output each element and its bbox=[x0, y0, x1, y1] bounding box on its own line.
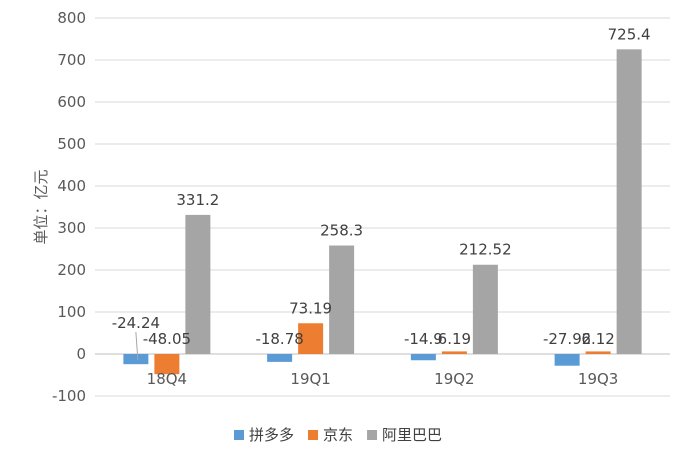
bar bbox=[123, 354, 149, 365]
data-label: 212.52 bbox=[459, 241, 512, 259]
y-tick-label: 600 bbox=[57, 93, 86, 111]
legend-label: 阿里巴巴 bbox=[382, 426, 442, 444]
data-label: -48.05 bbox=[143, 330, 191, 348]
x-category-label: 19Q2 bbox=[434, 370, 474, 388]
bar bbox=[185, 214, 211, 354]
y-axis-ticks: -100 0 100 200 300 400 500 600 700 800 bbox=[52, 9, 86, 405]
x-category-label: 18Q4 bbox=[147, 370, 187, 388]
bar bbox=[329, 245, 355, 354]
y-tick-label: -100 bbox=[52, 387, 86, 405]
data-label: 73.19 bbox=[289, 299, 332, 317]
legend: 拼多多 京东 阿里巴巴 bbox=[234, 426, 442, 444]
legend-swatch bbox=[367, 430, 378, 440]
legend-swatch bbox=[234, 430, 244, 440]
legend-label: 拼多多 bbox=[249, 426, 294, 444]
bar bbox=[441, 351, 467, 354]
y-tick-label: 400 bbox=[57, 177, 86, 195]
data-label: 331.2 bbox=[176, 191, 219, 209]
y-tick-label: 500 bbox=[57, 135, 86, 153]
y-tick-label: 100 bbox=[57, 303, 86, 321]
y-axis-title: 单位：亿元 bbox=[32, 169, 50, 244]
data-label: -18.78 bbox=[255, 330, 303, 348]
x-axis-categories: 18Q4 19Q1 19Q2 19Q3 bbox=[147, 370, 619, 388]
data-label: -24.24 bbox=[112, 314, 160, 332]
data-label: 258.3 bbox=[320, 222, 363, 240]
bar bbox=[410, 354, 436, 361]
y-tick-label: 800 bbox=[57, 9, 86, 27]
bar bbox=[554, 354, 580, 366]
data-labels: -24.24-48.05331.2-18.7873.19258.3-14.96.… bbox=[112, 25, 651, 361]
y-tick-label: 0 bbox=[76, 345, 86, 363]
bars bbox=[123, 49, 642, 375]
bar bbox=[585, 351, 611, 354]
data-label: 6.19 bbox=[438, 330, 471, 348]
data-label: -14.9 bbox=[404, 330, 443, 348]
bar bbox=[154, 354, 180, 375]
bar bbox=[472, 264, 498, 354]
data-label: 6.12 bbox=[581, 330, 614, 348]
leader-line bbox=[135, 331, 139, 361]
y-tick-label: 200 bbox=[57, 261, 86, 279]
bar bbox=[267, 354, 293, 362]
x-category-label: 19Q1 bbox=[290, 370, 330, 388]
data-label: 725.4 bbox=[608, 25, 651, 43]
bar bbox=[298, 323, 324, 354]
legend-label: 京东 bbox=[323, 426, 353, 444]
data-label: -27.92 bbox=[543, 330, 591, 348]
y-tick-label: 700 bbox=[57, 51, 86, 69]
y-tick-label: 300 bbox=[57, 219, 86, 237]
x-category-label: 19Q3 bbox=[578, 370, 618, 388]
legend-swatch bbox=[308, 430, 319, 440]
bar bbox=[616, 49, 642, 354]
